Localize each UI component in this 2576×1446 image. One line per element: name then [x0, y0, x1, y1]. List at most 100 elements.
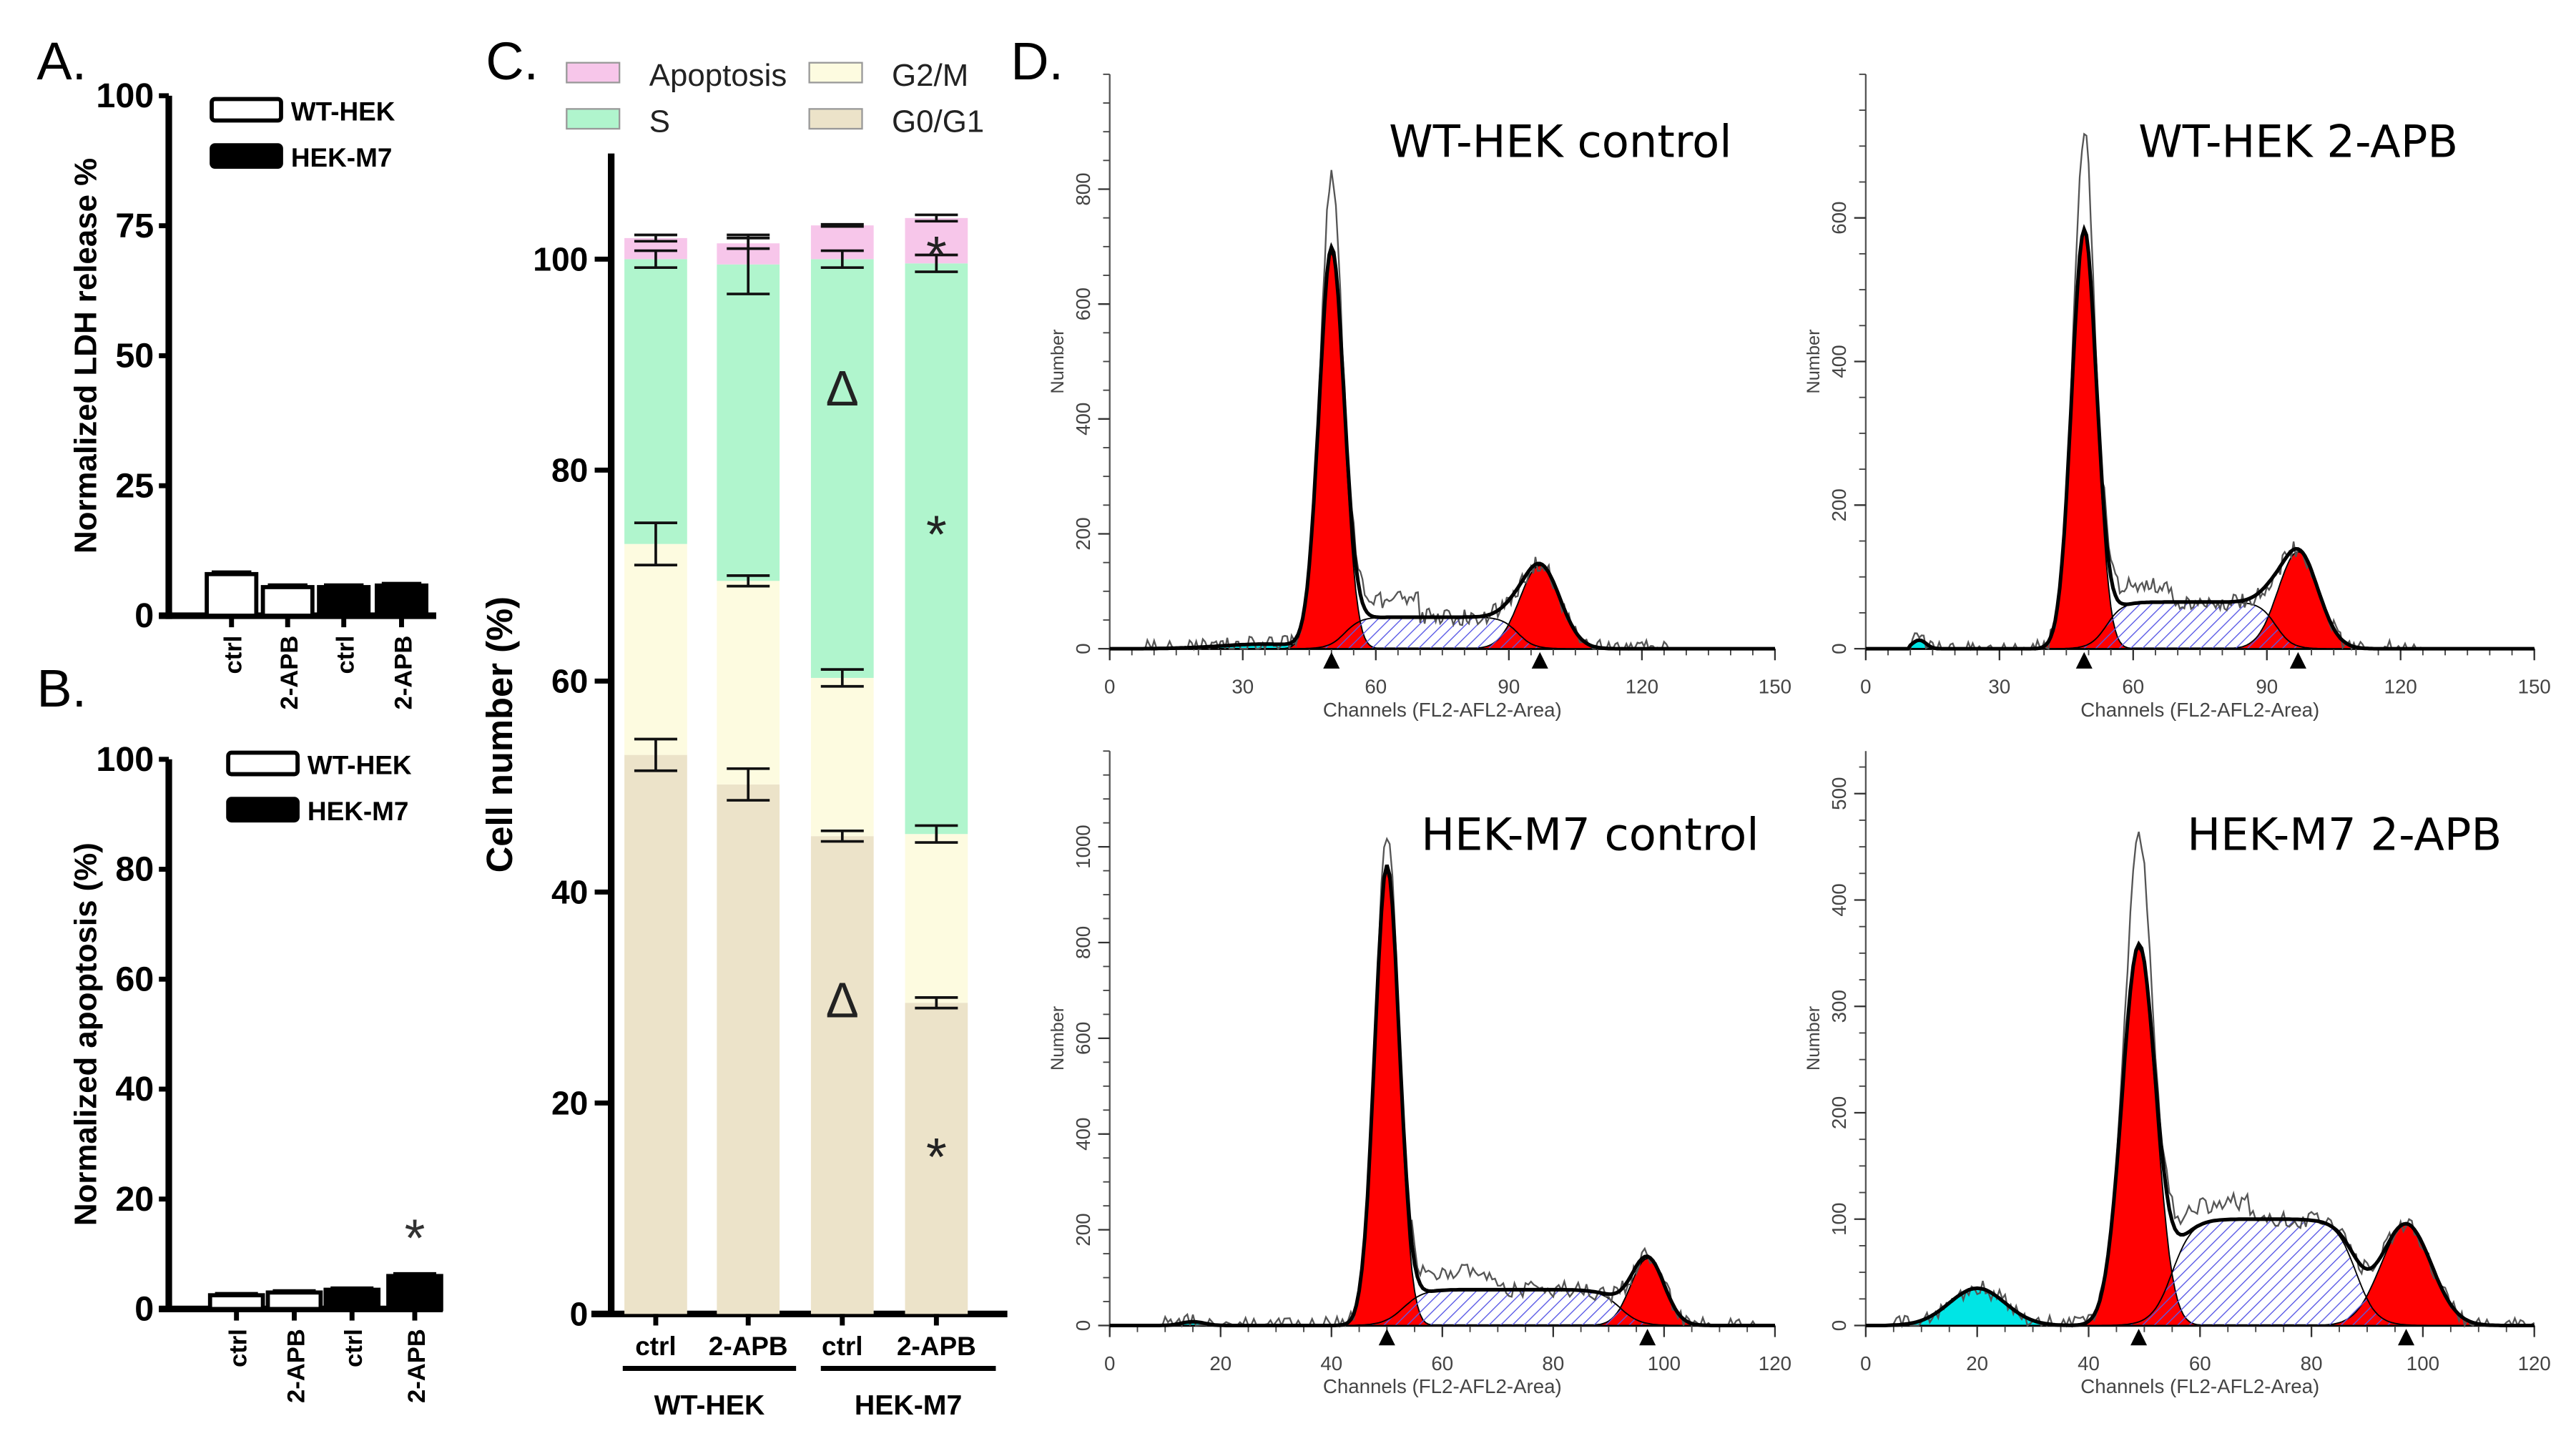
y-tick-label: 400	[1828, 883, 1850, 916]
y-tick-label: 300	[1828, 990, 1850, 1023]
legend-swatch	[566, 62, 621, 84]
error-bar	[915, 253, 958, 273]
peak-marker-icon	[1378, 1329, 1395, 1346]
x-tick-label: 0	[1104, 1352, 1115, 1374]
x-axis-label: Channels (FL2-AFL2-Area)	[1323, 1375, 1562, 1397]
y-tick-label: 400	[1828, 345, 1850, 378]
panel-label-c: C.	[486, 31, 539, 91]
x-tick-label: ctrl	[822, 1332, 862, 1361]
x-tick-label: ctrl	[635, 1332, 676, 1361]
error-bar	[820, 249, 864, 270]
model-fit-line	[1865, 940, 2535, 1328]
x-tick-label: 80	[2301, 1352, 2323, 1374]
x-tick-label: 20	[1966, 1352, 1988, 1374]
y-axis-label: Number	[1048, 1005, 1068, 1071]
y-tick-label: 100	[96, 740, 154, 779]
x-axis-label: Channels (FL2-AFL2-Area)	[2080, 1375, 2319, 1397]
peak-marker-icon	[2397, 1329, 2415, 1346]
peak-marker-icon	[1639, 1329, 1656, 1346]
x-tick-label: 2-APB	[390, 636, 417, 710]
x-tick-label: 100	[2407, 1352, 2439, 1374]
x-tick-label: 40	[2078, 1352, 2100, 1374]
y-tick-label: 800	[1072, 172, 1094, 205]
peak-marker-icon	[1531, 651, 1548, 669]
error-bar	[634, 737, 677, 772]
x-axis-label: Channels (FL2-AFL2-Area)	[1323, 699, 1562, 721]
y-tick-label: 0	[570, 1296, 589, 1333]
stacked-segment-g2m	[624, 544, 687, 755]
stacked-segment-s	[624, 259, 687, 544]
model-fit-line	[1109, 242, 1775, 651]
legend-swatch	[566, 108, 621, 130]
x-tick-label: ctrl	[333, 636, 360, 674]
x-tick-label: 30	[1988, 675, 2010, 697]
bar	[205, 571, 259, 618]
x-tick-label: 60	[2189, 1352, 2211, 1374]
significance-marker: *	[926, 225, 947, 285]
raw-data-line	[1137, 837, 1764, 1328]
peak-marker-icon	[2130, 1329, 2148, 1346]
y-tick-label: 800	[1072, 926, 1094, 959]
y-axis-label: Normalized apoptosis (%)	[68, 842, 103, 1226]
panel-c-cell-cycle-chart: 0 20 40 60 80 100 Cell number (%) ctrl 2-APB ctrl…	[479, 58, 1008, 1421]
legend-swatch	[808, 62, 863, 84]
legend-label: HEK-M7	[291, 143, 393, 172]
error-bar	[727, 767, 770, 802]
y-tick-label: 0	[134, 596, 154, 635]
g1-peak-fill	[1109, 250, 1775, 650]
y-tick-label: 25	[115, 466, 154, 505]
panel-b-apoptosis-chart: 0 20 40 60 80 100 Normalized apoptosis (%) ctrl…	[68, 740, 443, 1403]
error-bar	[634, 521, 677, 566]
y-tick-label: 40	[551, 874, 588, 911]
group-label: WT-HEK	[654, 1390, 765, 1421]
significance-marker: *	[405, 1209, 426, 1268]
y-tick-label: 20	[115, 1180, 154, 1219]
x-tick-label: 150	[1759, 675, 1791, 697]
y-axis-label: Number	[1804, 1005, 1824, 1071]
error-bar	[820, 668, 864, 688]
histogram-title: HEK-M7 2-APB	[2187, 809, 2502, 861]
error-bar	[820, 829, 864, 843]
x-tick-label: ctrl	[225, 1329, 252, 1367]
stacked-segment-s	[810, 259, 874, 678]
x-tick-label: 2-APB	[709, 1332, 788, 1361]
y-tick-label: 80	[551, 452, 588, 489]
panel-label-d: D.	[1011, 31, 1063, 91]
stacked-segment-g2m	[905, 834, 968, 1003]
legend-label: Apoptosis	[649, 58, 787, 93]
error-bar	[820, 222, 864, 228]
y-tick-label: 200	[1828, 488, 1850, 521]
y-tick-label: 60	[115, 960, 154, 998]
y-tick-label: 1000	[1072, 825, 1094, 869]
model-fit-line	[1109, 864, 1775, 1328]
legend-label: G2/M	[892, 58, 968, 93]
panel-d-histogram-m7-2apb: 0 20 40 60 80 100 120 0 100 200 300 400 500 Channels …	[1804, 751, 2551, 1397]
x-tick-label: 120	[2518, 1352, 2551, 1374]
x-tick-label: 40	[1320, 1352, 1342, 1374]
legend-swatch	[210, 143, 283, 169]
y-tick-label: 75	[115, 207, 154, 245]
error-bar	[915, 213, 958, 223]
error-bar	[727, 237, 770, 250]
y-axis-label: Number	[1048, 329, 1068, 394]
x-tick-label: 120	[1759, 1352, 1791, 1374]
y-tick-label: 600	[1072, 287, 1094, 320]
panel-a-ldh-chart: 0 25 50 75 100 Normalized LDH release % ctrl 2-…	[68, 77, 436, 710]
y-tick-label: 400	[1072, 1118, 1094, 1151]
stacked-segment-g0g1	[717, 784, 780, 1314]
y-tick-label: 0	[134, 1290, 154, 1329]
y-tick-label: 200	[1072, 517, 1094, 550]
bar	[260, 585, 315, 618]
legend-label: G0/G1	[892, 104, 984, 139]
y-tick-label: 400	[1072, 403, 1094, 436]
y-tick-label: 50	[115, 337, 154, 375]
significance-marker: *	[926, 1127, 947, 1186]
delta-marker: Δ	[826, 973, 859, 1028]
x-axis-label: Channels (FL2-AFL2-Area)	[2080, 699, 2319, 721]
x-tick-label: 60	[1365, 675, 1387, 697]
legend-label: WT-HEK	[291, 97, 395, 127]
delta-marker: Δ	[826, 360, 859, 416]
legend-label: WT-HEK	[308, 751, 412, 780]
y-tick-label: 600	[1072, 1022, 1094, 1055]
